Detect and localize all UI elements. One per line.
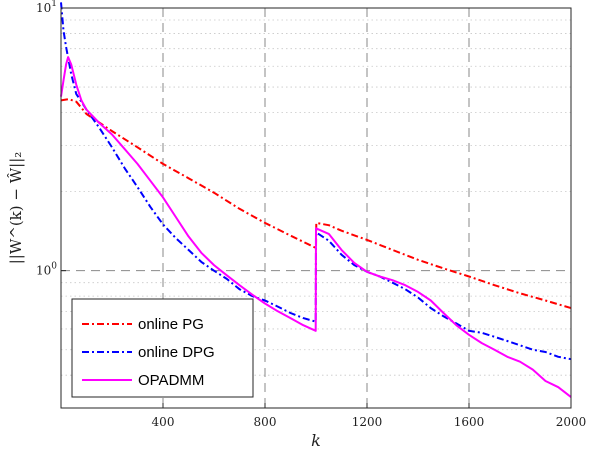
y-axis-label: ||W^(k) − Ŵ||₂ bbox=[7, 152, 25, 265]
legend: online PG online DPG OPADMM bbox=[71, 298, 254, 398]
x-tick-label: 800 bbox=[254, 415, 277, 429]
series-line-online-dpg bbox=[60, 2, 572, 361]
y-tick-label: 100 bbox=[36, 262, 57, 278]
legend-label: online PG bbox=[138, 316, 204, 333]
legend-label: online DPG bbox=[138, 344, 215, 361]
x-tick-label: 1200 bbox=[352, 415, 383, 429]
legend-label: OPADMM bbox=[138, 372, 204, 389]
axis-ticks: 400 800 1200 1600 2000 100 101 bbox=[36, 0, 586, 429]
plot-frame bbox=[60, 7, 572, 409]
series-line-opadmm bbox=[60, 56, 572, 398]
y-axis-label-text: ||W^(k) − Ŵ||₂ bbox=[7, 152, 25, 265]
x-tick-label: 400 bbox=[152, 415, 175, 429]
series-lines bbox=[60, 2, 572, 398]
x-axis-label: k bbox=[311, 431, 321, 450]
x-tick-label: 1600 bbox=[454, 415, 485, 429]
x-tick-label: 2000 bbox=[556, 415, 587, 429]
y-tick-label: 101 bbox=[36, 0, 57, 15]
series-line-online-pg bbox=[60, 98, 572, 310]
